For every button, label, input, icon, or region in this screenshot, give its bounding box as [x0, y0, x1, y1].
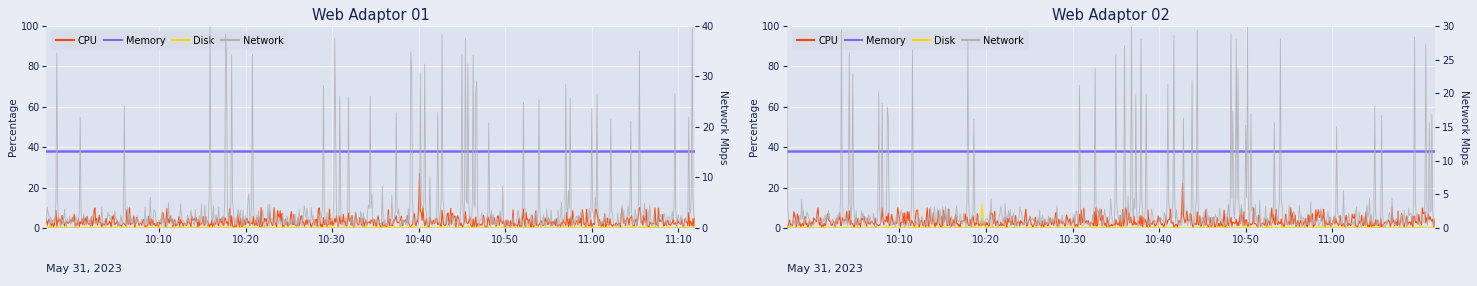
CPU	[1193, 224, 1211, 227]
Disk	[253, 226, 270, 229]
Disk	[322, 224, 340, 227]
CPU	[161, 214, 179, 218]
Memory	[1291, 150, 1309, 153]
Disk	[1427, 225, 1445, 229]
CPU	[418, 223, 436, 227]
CPU	[328, 221, 346, 224]
Disk	[994, 226, 1012, 230]
Disk	[328, 226, 346, 230]
CPU	[37, 217, 55, 221]
Legend: CPU, Memory, Disk, Network: CPU, Memory, Disk, Network	[52, 31, 288, 50]
Disk	[1294, 226, 1312, 230]
Text: May 31, 2023: May 31, 2023	[46, 265, 123, 274]
Y-axis label: Network Mbps: Network Mbps	[1459, 90, 1468, 164]
Disk	[1069, 226, 1087, 230]
Disk	[1193, 226, 1211, 230]
Disk	[161, 226, 179, 230]
Memory	[328, 150, 346, 153]
Line: Disk: Disk	[46, 225, 694, 228]
Memory	[778, 150, 796, 153]
CPU	[902, 224, 920, 227]
Title: Web Adaptor 02: Web Adaptor 02	[1052, 8, 1170, 23]
Text: May 31, 2023: May 31, 2023	[787, 265, 863, 274]
CPU	[253, 225, 270, 228]
Disk	[1159, 226, 1177, 229]
Memory	[1427, 150, 1445, 153]
Line: Disk: Disk	[787, 204, 1436, 228]
CPU	[1427, 217, 1445, 220]
Memory	[450, 150, 468, 153]
Disk	[907, 226, 925, 230]
Legend: CPU, Memory, Disk, Network: CPU, Memory, Disk, Network	[792, 31, 1029, 50]
Memory	[417, 150, 434, 153]
Title: Web Adaptor 01: Web Adaptor 01	[312, 8, 430, 23]
Disk	[973, 202, 991, 205]
Disk	[902, 226, 920, 230]
CPU	[1294, 223, 1312, 227]
CPU	[685, 217, 703, 220]
Y-axis label: Percentage: Percentage	[749, 98, 759, 156]
CPU	[993, 224, 1010, 227]
Memory	[1158, 150, 1176, 153]
CPU	[1158, 222, 1176, 226]
Line: CPU: CPU	[787, 184, 1436, 228]
Memory	[37, 150, 55, 153]
Memory	[993, 150, 1010, 153]
CPU	[411, 172, 428, 175]
Memory	[902, 150, 920, 153]
CPU	[189, 226, 207, 230]
CPU	[452, 221, 470, 225]
Disk	[778, 226, 796, 230]
Memory	[253, 150, 270, 153]
Memory	[685, 150, 703, 153]
Disk	[452, 225, 470, 229]
Memory	[551, 150, 569, 153]
Memory	[1068, 150, 1086, 153]
Line: CPU: CPU	[46, 173, 694, 228]
Disk	[418, 226, 436, 229]
CPU	[1174, 182, 1192, 185]
Disk	[37, 226, 55, 229]
CPU	[1069, 225, 1087, 229]
Memory	[161, 150, 179, 153]
Y-axis label: Percentage: Percentage	[9, 98, 18, 156]
Disk	[449, 226, 467, 230]
CPU	[552, 221, 570, 224]
Y-axis label: Network Mbps: Network Mbps	[718, 90, 728, 164]
Disk	[685, 226, 703, 229]
CPU	[998, 226, 1016, 229]
Memory	[1190, 150, 1208, 153]
CPU	[778, 225, 796, 229]
Disk	[552, 226, 570, 230]
